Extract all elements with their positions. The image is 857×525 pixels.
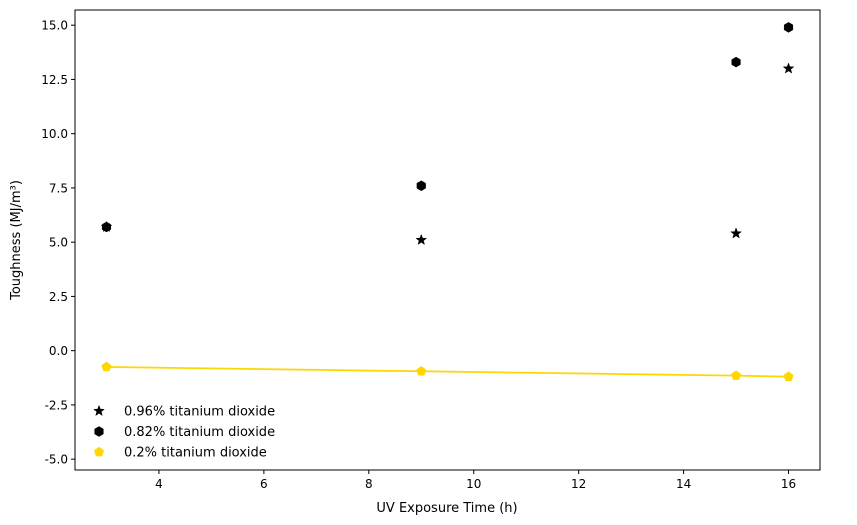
y-tick-label: 0.0: [49, 344, 68, 358]
y-tick-label: 7.5: [49, 181, 68, 195]
data-point: [731, 56, 741, 68]
y-axis-label: Toughness (MJ/m³): [9, 180, 24, 301]
data-point: [416, 180, 426, 192]
y-tick-label: 12.5: [41, 73, 68, 87]
x-tick-label: 4: [155, 477, 163, 491]
x-tick-label: 16: [781, 477, 796, 491]
y-ticks: -5.0 -2.5 0.0 2.5 5.0 7.5 10.0 12.5 15.0: [41, 19, 75, 467]
legend-label: 0.96% titanium dioxide: [124, 405, 275, 420]
data-point: [782, 62, 795, 74]
y-tick-label: 15.0: [41, 19, 68, 33]
y-tick-label: 2.5: [49, 290, 68, 304]
x-ticks: 4 6 8 10 12 14 16: [155, 470, 796, 491]
plot-area: [74, 9, 821, 471]
data-point: [101, 361, 112, 372]
legend-marker: [94, 426, 104, 437]
legend-label: 0.82% titanium dioxide: [124, 425, 275, 440]
y-tick-label: 10.0: [41, 127, 68, 141]
data-point: [783, 22, 794, 33]
y-tick-label: 5.0: [49, 236, 68, 250]
x-tick-label: 12: [571, 477, 586, 491]
legend-marker: [93, 446, 105, 457]
series-line: [106, 366, 789, 378]
x-tick-label: 6: [260, 477, 268, 491]
data-point: [730, 227, 742, 239]
y-tick-label: -5.0: [45, 453, 68, 467]
series-layer: [100, 22, 795, 381]
data-point: [731, 370, 742, 380]
x-tick-label: 8: [365, 477, 373, 491]
data-point: [415, 233, 428, 246]
y-tick-label: -2.5: [45, 398, 68, 412]
legend-label: 0.2% titanium dioxide: [124, 446, 267, 461]
data-point: [783, 371, 794, 381]
data-point: [101, 221, 112, 233]
legend: 0.96% titanium dioxide 0.82% titanium dio…: [93, 404, 275, 461]
x-axis-label: UV Exposure Time (h): [376, 501, 517, 516]
data-point: [416, 365, 427, 376]
series-3: [101, 361, 794, 381]
series-2: [101, 22, 794, 233]
x-tick-label: 10: [466, 477, 481, 491]
legend-marker: [93, 404, 105, 417]
x-tick-label: 14: [676, 477, 691, 491]
